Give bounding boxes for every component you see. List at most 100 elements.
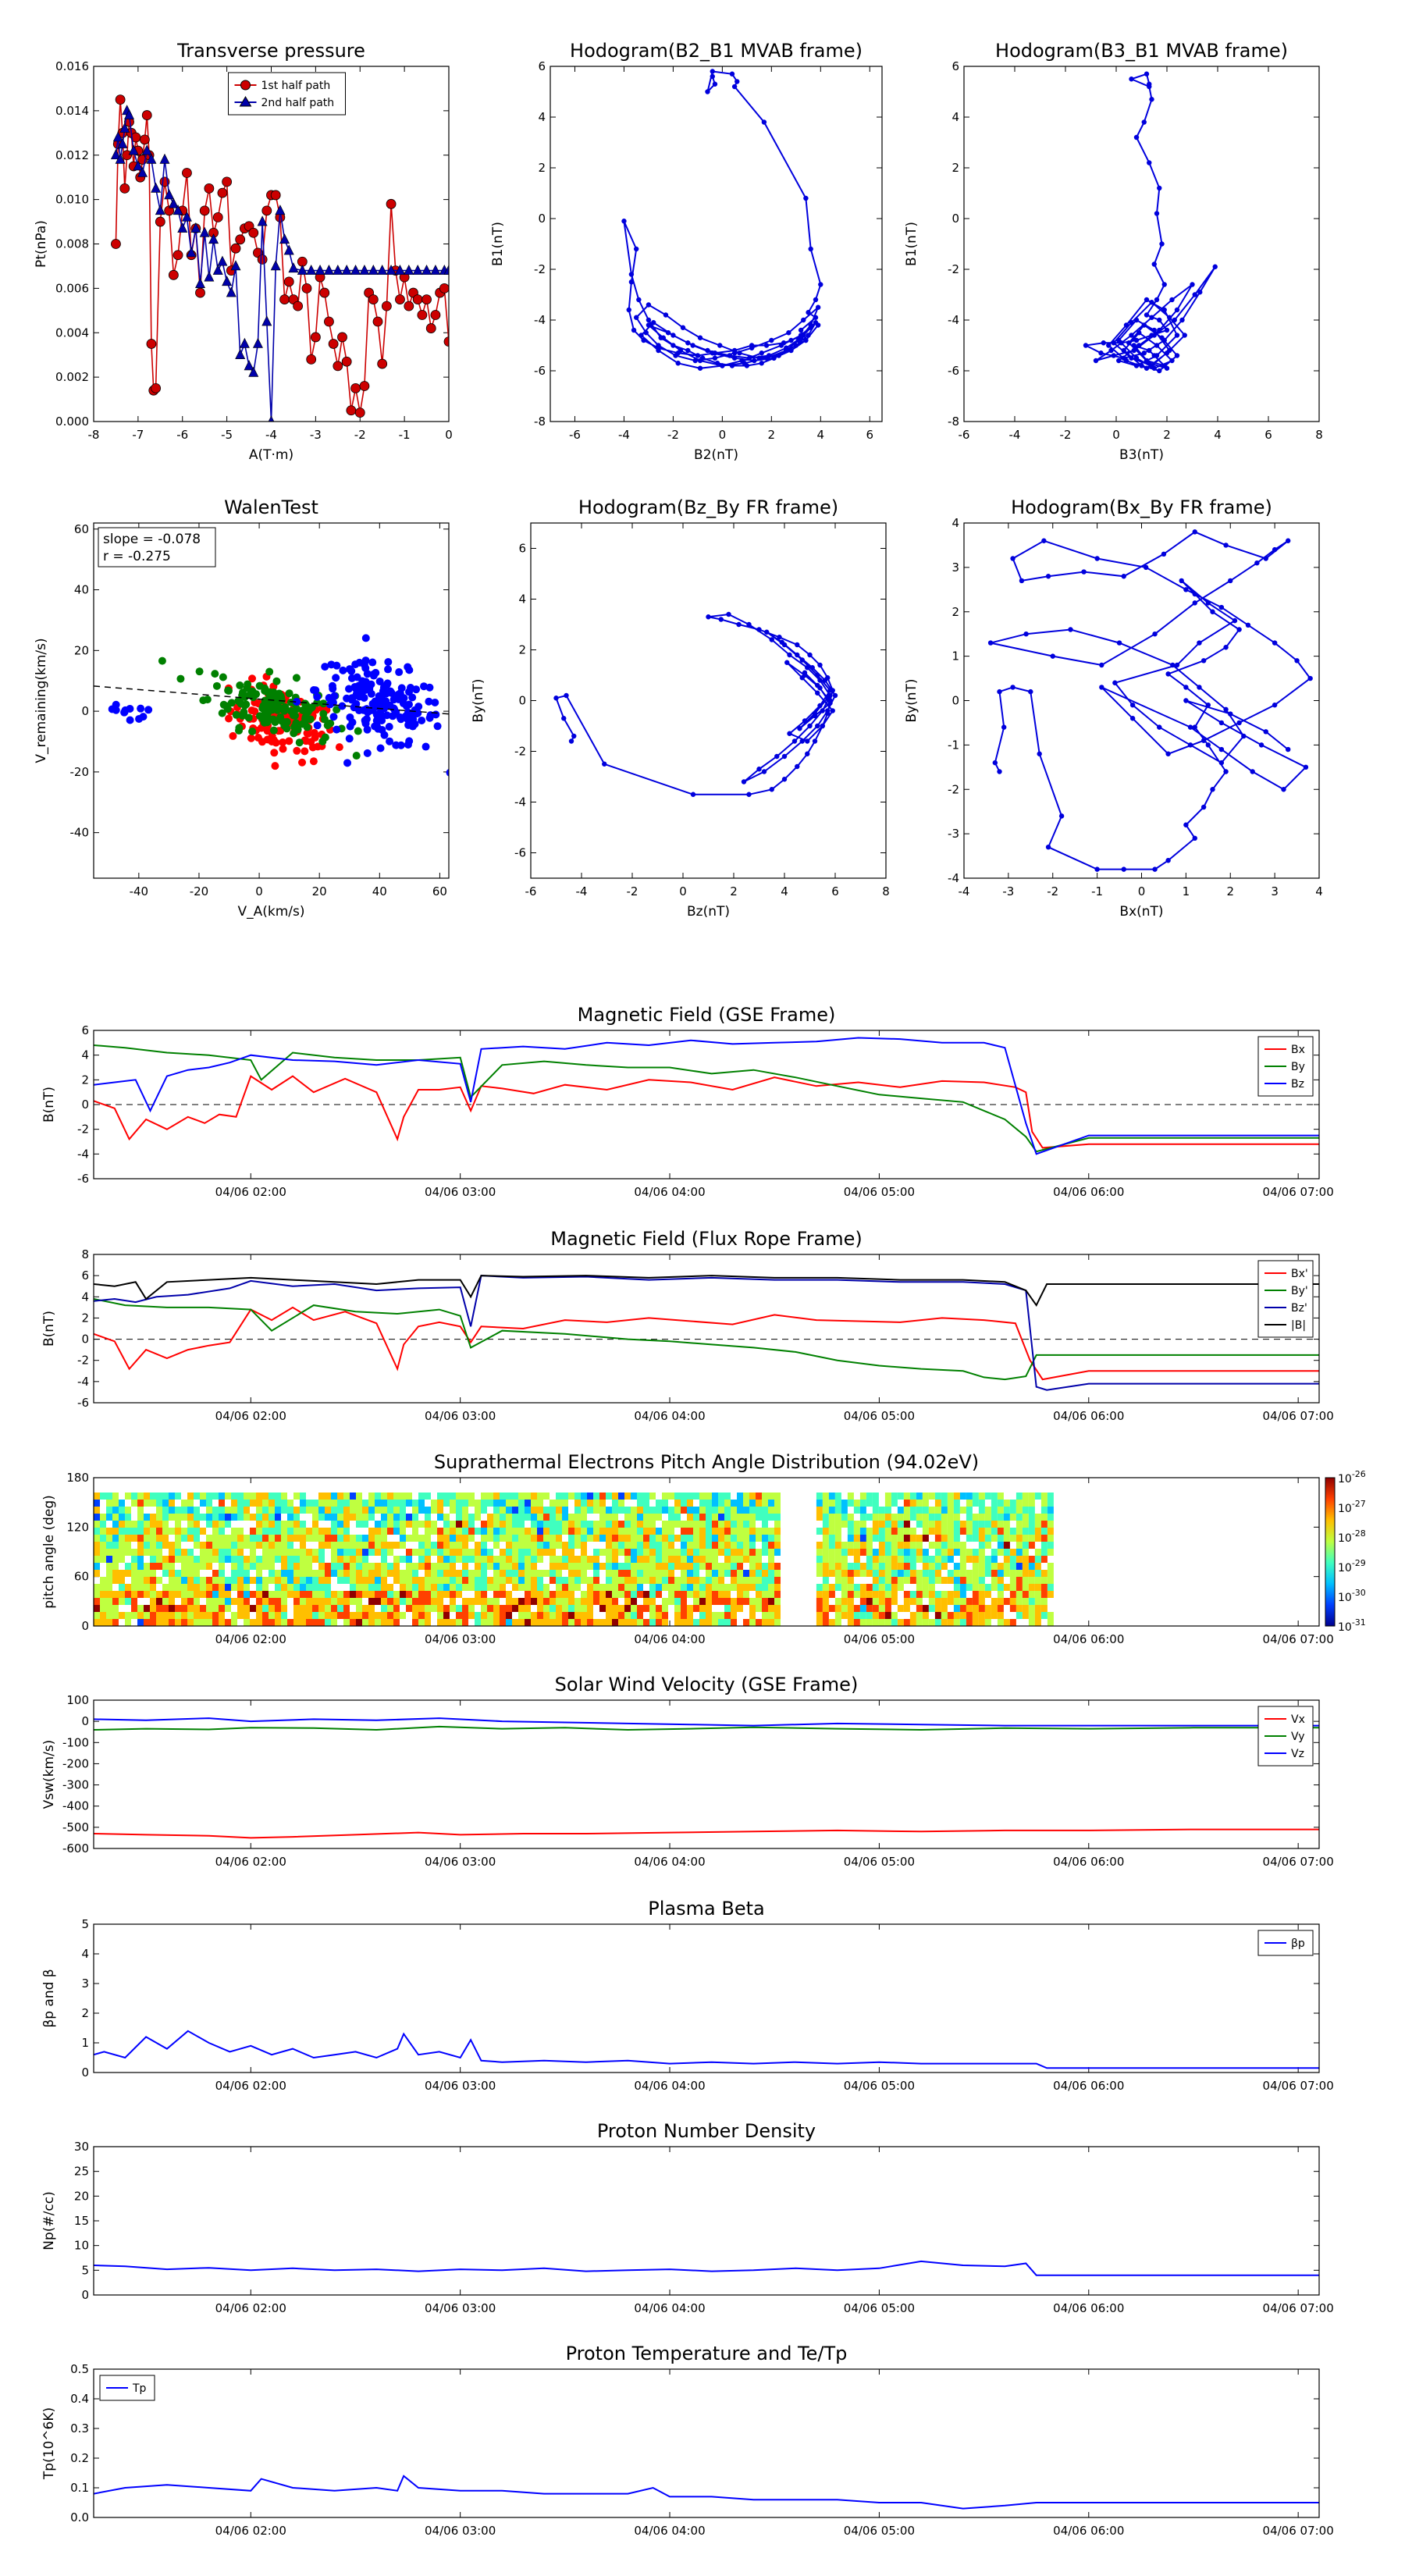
walen-point-third-interval xyxy=(351,660,360,669)
heatmap-cell xyxy=(668,1514,674,1521)
heatmap-cell xyxy=(903,1605,910,1612)
heatmap-cell xyxy=(562,1619,568,1626)
heatmap-cell xyxy=(984,1542,991,1549)
heatmap-cell xyxy=(1009,1591,1016,1598)
heatmap-cell xyxy=(400,1514,406,1521)
hodogram-point xyxy=(802,718,808,724)
heatmap-cell xyxy=(169,1598,175,1605)
heatmap-cell xyxy=(356,1542,362,1549)
hodogram-point xyxy=(705,89,710,94)
data-point-circle xyxy=(111,239,121,249)
hodogram-point xyxy=(1147,361,1152,366)
heatmap-cell xyxy=(400,1556,406,1563)
heatmap-cell xyxy=(181,1605,187,1612)
heatmap-cell xyxy=(599,1535,606,1542)
heatmap-cell xyxy=(194,1605,200,1612)
hodogram-point xyxy=(1263,556,1268,561)
heatmap-cell xyxy=(493,1542,500,1549)
heatmap-cell xyxy=(169,1542,175,1549)
heatmap-cell xyxy=(425,1577,431,1584)
heatmap-cell xyxy=(112,1598,119,1605)
heatmap-cell xyxy=(928,1528,935,1535)
heatmap-cell xyxy=(231,1612,237,1619)
heatmap-cell xyxy=(431,1507,437,1514)
heatmap-cell xyxy=(381,1591,387,1598)
heatmap-cell xyxy=(724,1584,731,1591)
heatmap-cell xyxy=(487,1549,493,1556)
data-point-triangle xyxy=(173,205,183,215)
heatmap-cell xyxy=(959,1598,966,1605)
x-tick-label: -1 xyxy=(1091,884,1103,898)
heatmap-cell xyxy=(866,1563,873,1570)
heatmap-cell xyxy=(331,1591,337,1598)
heatmap-cell xyxy=(891,1584,898,1591)
heatmap-cell xyxy=(768,1591,774,1598)
series-line-Vx xyxy=(94,1828,1319,1839)
heatmap-cell xyxy=(462,1528,468,1535)
heatmap-cell xyxy=(225,1549,231,1556)
heatmap-cell xyxy=(425,1514,431,1521)
heatmap-cell xyxy=(681,1619,687,1626)
y-tick-label: -500 xyxy=(62,1820,89,1834)
heatmap-cell xyxy=(909,1598,916,1605)
hodogram-point xyxy=(1258,742,1264,748)
heatmap-cell xyxy=(187,1500,194,1507)
chart-title: Hodogram(Bx_By FR frame) xyxy=(1011,496,1272,518)
heatmap-cell xyxy=(194,1591,200,1598)
heatmap-cell xyxy=(847,1619,854,1626)
heatmap-cell xyxy=(724,1542,731,1549)
heatmap-cell xyxy=(531,1598,537,1605)
heatmap-cell xyxy=(550,1556,556,1563)
heatmap-cell xyxy=(537,1584,543,1591)
hodogram-point xyxy=(764,629,770,635)
heatmap-cell xyxy=(94,1514,100,1521)
heatmap-cell xyxy=(187,1507,194,1514)
heatmap-cell xyxy=(756,1619,762,1626)
data-point-circle xyxy=(168,269,179,280)
heatmap-cell xyxy=(269,1507,275,1514)
heatmap-cell xyxy=(300,1528,306,1535)
walen-point-third-interval xyxy=(355,706,364,715)
heatmap-cell xyxy=(156,1556,162,1563)
heatmap-cell xyxy=(768,1598,774,1605)
heatmap-cell xyxy=(406,1493,412,1500)
heatmap-cell xyxy=(562,1514,568,1521)
heatmap-cell xyxy=(462,1570,468,1577)
heatmap-cell xyxy=(991,1605,998,1612)
heatmap-cell xyxy=(375,1584,381,1591)
hodogram-point xyxy=(813,315,819,320)
heatmap-cell xyxy=(1009,1514,1016,1521)
walen-point-third-interval xyxy=(361,678,370,686)
hodogram-point xyxy=(799,738,805,744)
heatmap-cell xyxy=(774,1507,781,1514)
heatmap-cell xyxy=(1003,1507,1010,1514)
heatmap-cell xyxy=(219,1591,225,1598)
heatmap-cell xyxy=(847,1570,854,1577)
walen-point-left-tail xyxy=(137,704,145,713)
x-tick-label: 04/06 07:00 xyxy=(1263,1855,1334,1869)
heatmap-cell xyxy=(731,1528,737,1535)
heatmap-cell xyxy=(668,1521,674,1528)
heatmap-cell xyxy=(131,1605,137,1612)
heatmap-cell xyxy=(878,1612,885,1619)
heatmap-cell xyxy=(418,1619,425,1626)
heatmap-cell xyxy=(412,1584,418,1591)
data-point-triangle xyxy=(151,182,162,193)
walen-point-third-interval xyxy=(425,683,434,692)
heatmap-cell xyxy=(693,1570,699,1577)
hodogram-point xyxy=(806,333,811,338)
heatmap-cell xyxy=(431,1598,437,1605)
x-tick-label: 04/06 05:00 xyxy=(844,1632,915,1646)
heatmap-cell xyxy=(400,1528,406,1535)
heatmap-cell xyxy=(119,1521,125,1528)
heatmap-cell xyxy=(262,1500,269,1507)
heatmap-cell xyxy=(897,1514,904,1521)
data-point-triangle xyxy=(248,366,259,377)
heatmap-cell xyxy=(119,1542,125,1549)
heatmap-cell xyxy=(834,1556,841,1563)
heatmap-cell xyxy=(312,1514,318,1521)
heatmap-cell xyxy=(774,1493,781,1500)
heatmap-cell xyxy=(724,1605,731,1612)
heatmap-cell xyxy=(487,1528,493,1535)
